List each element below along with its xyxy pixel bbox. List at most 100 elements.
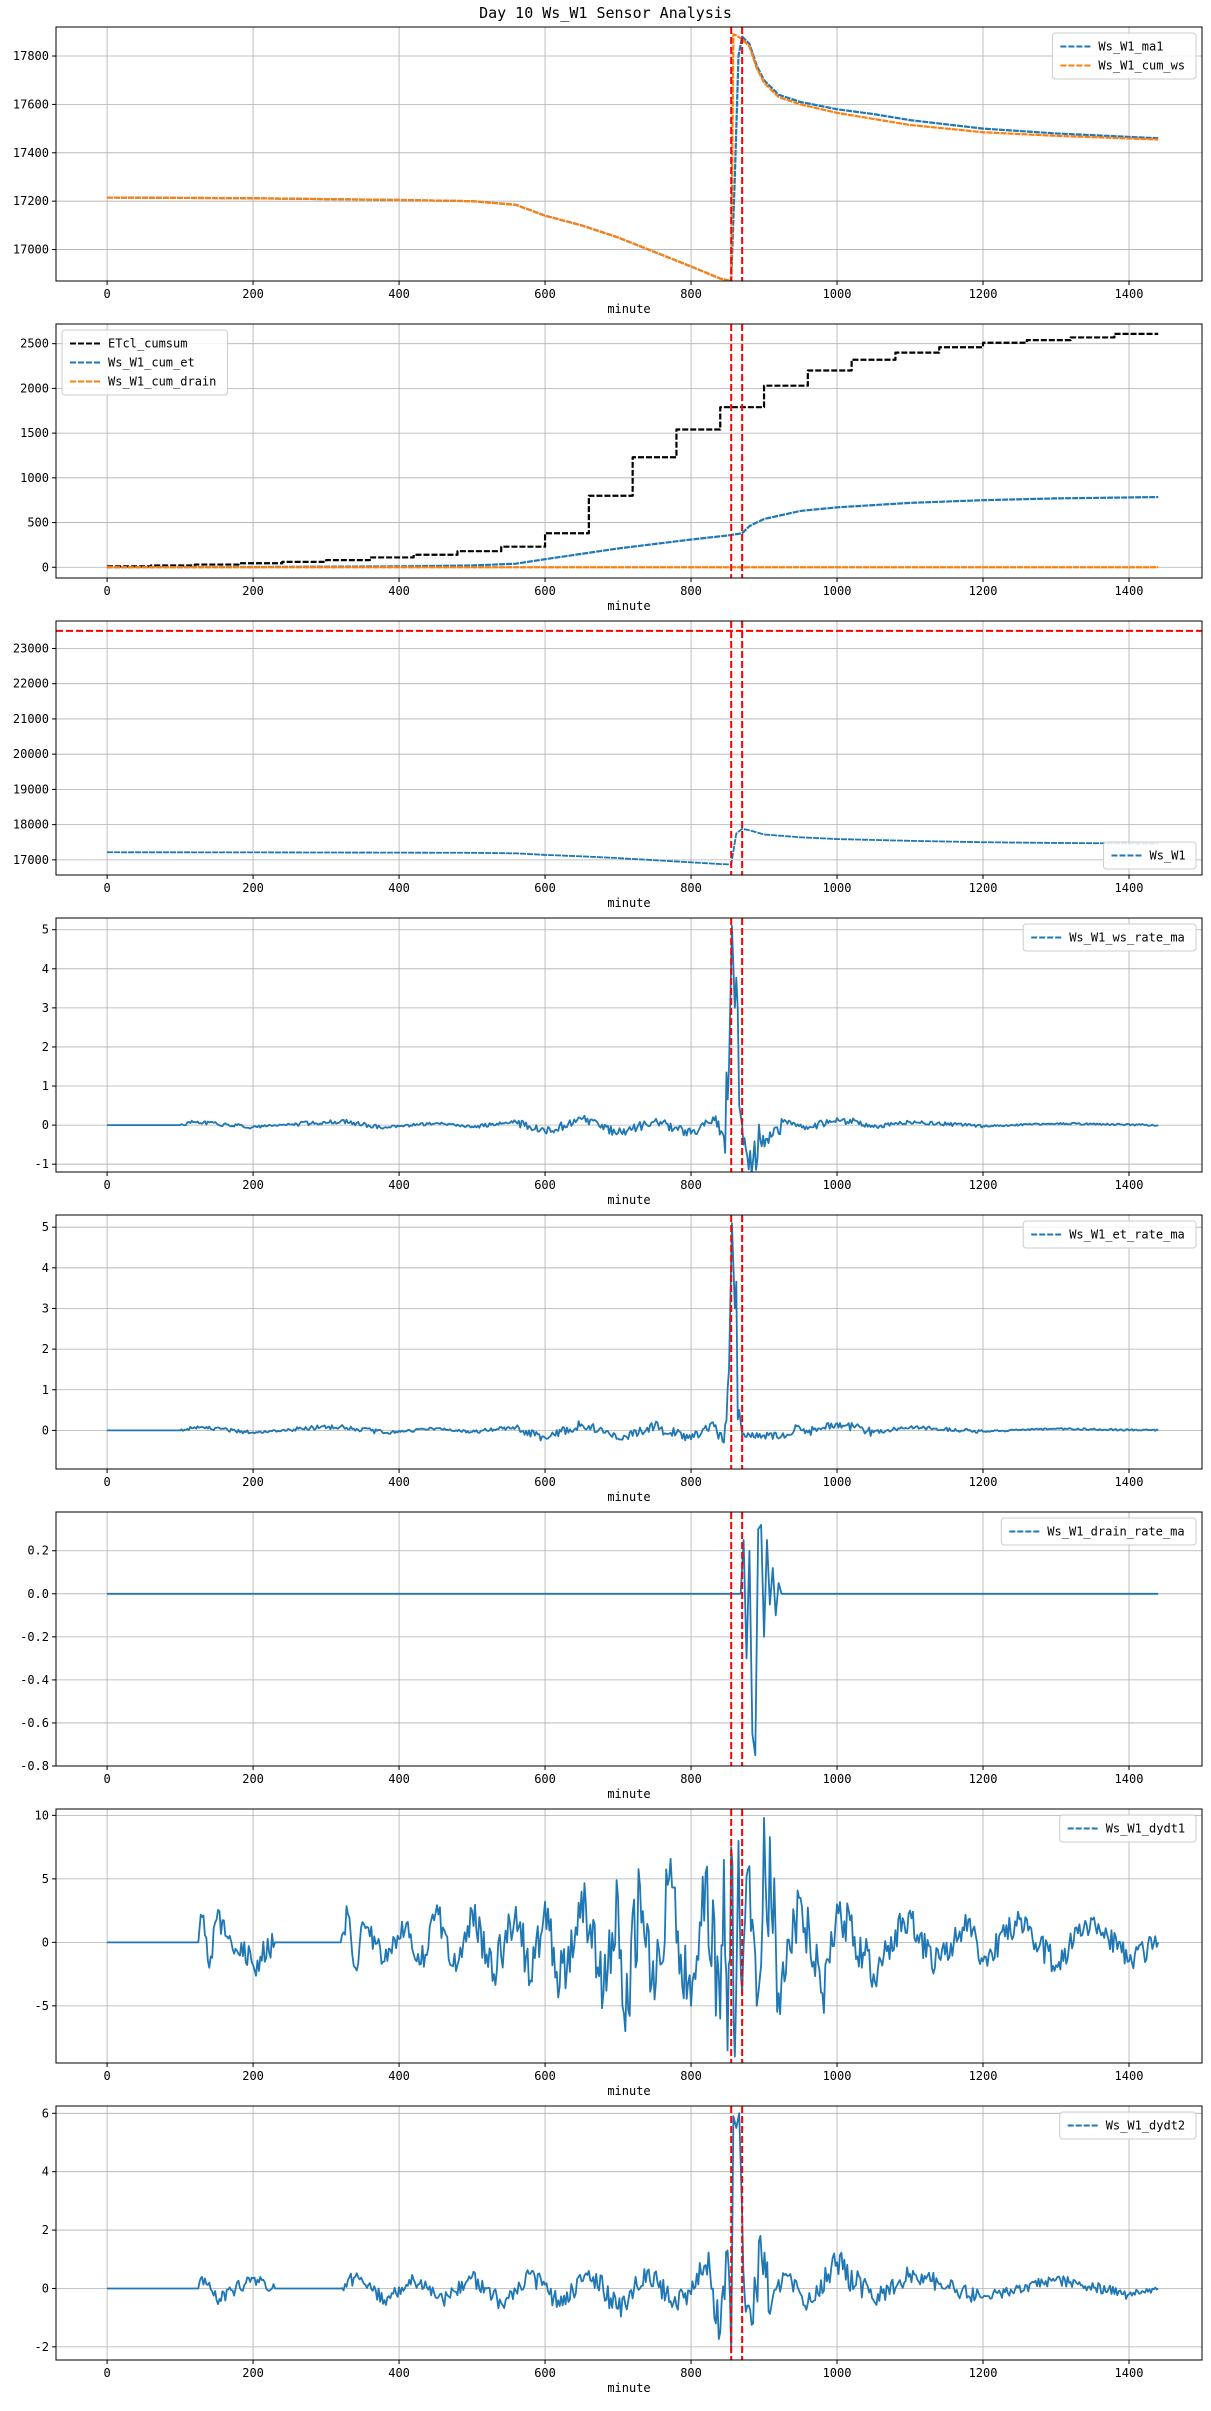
y-tick-label: 500 bbox=[27, 516, 49, 530]
subplot-5: 0 200 400 600 800 1000 1200 1400 0 1 2 3 4 5 minute Ws_… bbox=[42, 1214, 1203, 1504]
y-tick-label: -0.8 bbox=[20, 1759, 49, 1773]
y-tick-label: 4 bbox=[42, 2165, 49, 2179]
subplot-6: 0 200 400 600 800 1000 1200 1400 -0.8 -0.6 -0.4 -0.… bbox=[20, 1511, 1203, 1801]
series-line-Ws_W1_cum_ws bbox=[107, 33, 1159, 281]
x-tick-label: 1200 bbox=[969, 1475, 998, 1489]
x-tick-label: 1400 bbox=[1115, 881, 1144, 895]
y-tick-label: 4 bbox=[42, 1261, 49, 1275]
plot-area bbox=[107, 33, 1159, 281]
y-tick-label: 2000 bbox=[20, 381, 49, 395]
x-tick-label: 800 bbox=[680, 1772, 702, 1786]
x-tick-label: 800 bbox=[680, 584, 702, 598]
x-tick-label: 1400 bbox=[1115, 2366, 1144, 2380]
y-tick-label: 17800 bbox=[13, 49, 49, 63]
x-tick-label: 1000 bbox=[823, 287, 852, 301]
x-tick-label: 0 bbox=[103, 584, 110, 598]
plot-area bbox=[107, 1222, 1159, 1444]
x-tick-label: 600 bbox=[534, 584, 556, 598]
legend-box bbox=[1000, 1517, 1197, 1546]
legend-entry: Ws_W1_ws_rate_ma bbox=[1069, 931, 1185, 945]
subplot-3: 0 200 400 600 800 1000 1200 1400 17000 18000 19000… bbox=[13, 620, 1203, 910]
x-tick-label: 1200 bbox=[969, 2366, 998, 2380]
legend-box bbox=[1051, 32, 1197, 80]
x-tick-label: 600 bbox=[534, 287, 556, 301]
legend-box bbox=[61, 329, 228, 396]
legend: Ws_W1_ws_rate_ma bbox=[1022, 923, 1197, 952]
y-tick-label: 17200 bbox=[13, 194, 49, 208]
x-tick-label: 200 bbox=[242, 1772, 264, 1786]
series-line-ETcl_cumsum bbox=[107, 332, 1159, 568]
grid bbox=[56, 1809, 1202, 2063]
x-tick-label: 1200 bbox=[969, 584, 998, 598]
x-tick-label: 200 bbox=[242, 2366, 264, 2380]
x-tick-label: 800 bbox=[680, 287, 702, 301]
x-tick-label: 800 bbox=[680, 2366, 702, 2380]
y-tick-label: 1 bbox=[42, 1383, 49, 1397]
x-tick-label: 400 bbox=[388, 1178, 410, 1192]
x-tick-label: 1000 bbox=[823, 1772, 852, 1786]
legend-entry: Ws_W1_cum_ws bbox=[1098, 59, 1185, 73]
series-line-Ws_W1_cum_et bbox=[107, 495, 1159, 569]
y-tick-label: 17600 bbox=[13, 97, 49, 111]
subplot-1: 0 200 400 600 800 1000 1200 1400 17000 17200 17400… bbox=[13, 26, 1203, 316]
x-axis-label: minute bbox=[607, 2084, 650, 2098]
legend: Ws_W1 bbox=[1103, 841, 1197, 870]
subplot-8: 0 200 400 600 800 1000 1200 1400 -2 0 2 4 6 minute Ws_… bbox=[35, 2105, 1203, 2395]
grid bbox=[56, 1512, 1202, 1767]
grid bbox=[56, 1215, 1202, 1469]
axes-frame bbox=[55, 620, 1203, 876]
legend-entry: ETcl_cumsum bbox=[108, 337, 187, 351]
y-tick-label: 0.0 bbox=[27, 1587, 49, 1601]
plot-area bbox=[107, 1816, 1160, 2058]
y-tick-label: 1000 bbox=[20, 471, 49, 485]
x-tick-label: 200 bbox=[242, 1475, 264, 1489]
legend: Ws_W1_dydt2 bbox=[1059, 2111, 1197, 2140]
x-tick-label: 600 bbox=[534, 2069, 556, 2083]
x-tick-label: 0 bbox=[103, 1178, 110, 1192]
y-tick-label: 17400 bbox=[13, 146, 49, 160]
x-axis-label: minute bbox=[607, 599, 650, 613]
series-line-Ws_W1 bbox=[107, 827, 1159, 866]
y-tick-label: 6 bbox=[42, 2106, 49, 2120]
y-tick-label: 4 bbox=[42, 962, 49, 976]
x-tick-label: 1000 bbox=[823, 2069, 852, 2083]
x-tick-label: 400 bbox=[388, 287, 410, 301]
y-tick-label: 0.2 bbox=[27, 1544, 49, 1558]
x-tick-label: 200 bbox=[242, 584, 264, 598]
legend: ETcl_cumsum Ws_W1_cum_et Ws_W1_cum_drain bbox=[61, 329, 228, 396]
subplot-2: 0 200 400 600 800 1000 1200 1400 0 500 1000 1500 200… bbox=[20, 323, 1203, 613]
y-tick-label: -0.6 bbox=[20, 1716, 49, 1730]
legend-box bbox=[1022, 923, 1197, 952]
legend-entry: Ws_W1_cum_drain bbox=[108, 375, 216, 389]
y-tick-label: 10 bbox=[35, 1808, 49, 1822]
legend-entry: Ws_W1 bbox=[1150, 849, 1186, 863]
legend-box bbox=[1022, 1220, 1197, 1249]
series-line-Ws_W1_dydt1 bbox=[107, 1816, 1160, 2058]
grid bbox=[56, 2106, 1202, 2360]
x-tick-label: 1400 bbox=[1115, 1178, 1144, 1192]
legend: Ws_W1_drain_rate_ma bbox=[1000, 1517, 1197, 1546]
legend-entry: Ws_W1_drain_rate_ma bbox=[1047, 1525, 1184, 1539]
axes-frame bbox=[55, 1808, 1203, 2064]
x-tick-label: 1400 bbox=[1115, 1475, 1144, 1489]
plot-area bbox=[107, 924, 1159, 1172]
axes-frame bbox=[55, 26, 1203, 282]
series-line-Ws_W1_dydt2 bbox=[107, 2112, 1159, 2354]
y-tick-label: 5 bbox=[42, 923, 49, 937]
x-tick-label: 1200 bbox=[969, 881, 998, 895]
x-tick-label: 800 bbox=[680, 881, 702, 895]
y-tick-label: -1 bbox=[35, 1157, 49, 1171]
y-tick-label: -2 bbox=[35, 2340, 49, 2354]
grid bbox=[56, 621, 1202, 875]
series-line-Ws_W1_et_rate_ma bbox=[107, 1222, 1159, 1444]
x-tick-label: 1200 bbox=[969, 1178, 998, 1192]
x-tick-label: 400 bbox=[388, 584, 410, 598]
figure-title: Day 10 Ws_W1 Sensor Analysis bbox=[479, 4, 732, 22]
plot-area bbox=[107, 2112, 1159, 2354]
x-tick-label: 1400 bbox=[1115, 1772, 1144, 1786]
y-tick-label: 0 bbox=[42, 560, 49, 574]
legend: Ws_W1_ma1 Ws_W1_cum_ws bbox=[1051, 32, 1197, 80]
y-tick-label: 2 bbox=[42, 1342, 49, 1356]
x-tick-label: 800 bbox=[680, 1475, 702, 1489]
